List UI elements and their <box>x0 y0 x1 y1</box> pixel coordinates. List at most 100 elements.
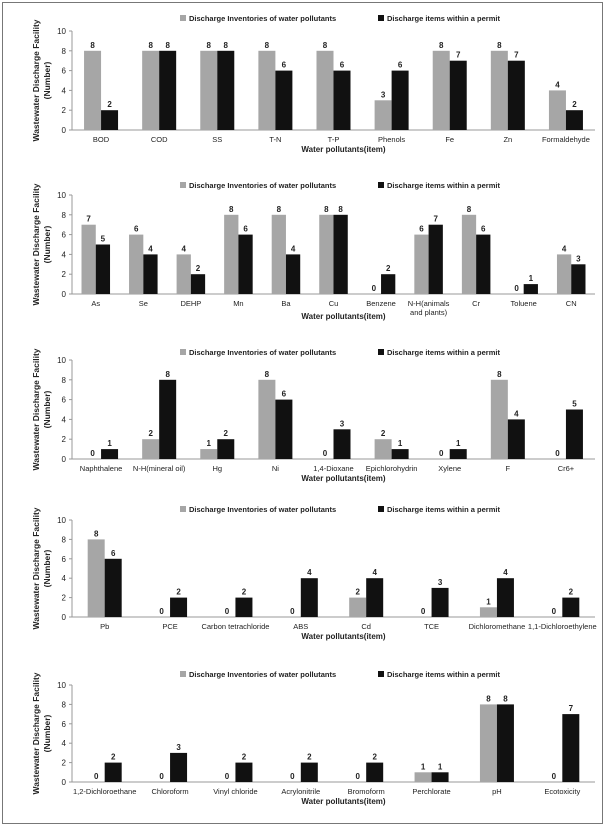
data-label-gray: 2 <box>381 429 386 438</box>
x-axis-title: Water pollutants(item) <box>301 797 385 806</box>
legend-swatch-gray <box>180 506 186 512</box>
bar-black <box>159 50 177 130</box>
chart-panel-1: 0 2 4 6 8 10 Wastewater Discharge Facility (Num… <box>31 14 595 154</box>
bar-gray <box>271 214 286 294</box>
bar-black <box>449 60 467 131</box>
x-tick-label: Ba <box>281 299 291 308</box>
bar-black <box>565 409 583 459</box>
x-tick-label: 1,4-Dioxane <box>313 464 353 473</box>
x-tick-label: Phenols <box>378 135 405 144</box>
bar-black <box>143 254 158 294</box>
y-tick-label: 8 <box>62 47 67 56</box>
data-label-gray: 0 <box>355 772 360 781</box>
data-label-black: 7 <box>433 215 438 224</box>
bar-gray <box>490 50 508 130</box>
y-tick-label: 4 <box>62 574 67 583</box>
legend-label-black: Discharge items within a permit <box>387 348 500 357</box>
data-label-black: 3 <box>340 419 345 428</box>
data-label-black: 8 <box>165 370 170 379</box>
bar-black <box>104 762 122 782</box>
x-axis-title: Water pollutants(item) <box>301 474 385 483</box>
y-tick-label: 2 <box>62 270 67 279</box>
legend: Discharge Inventories of water pollutant… <box>180 14 500 23</box>
data-label-black: 2 <box>242 753 247 762</box>
y-tick-label: 4 <box>62 250 67 259</box>
bar-gray <box>258 379 276 459</box>
x-tick-label: Mn <box>233 299 243 308</box>
bar-gray <box>81 224 96 294</box>
legend-swatch-gray <box>180 349 186 355</box>
bar-gray <box>129 234 144 294</box>
x-tick-label: Naphthalene <box>80 464 123 473</box>
data-label-black: 1 <box>456 439 461 448</box>
bar-black <box>381 274 396 294</box>
x-tick-label: Se <box>139 299 148 308</box>
bar-black <box>285 254 301 294</box>
bar-black <box>391 70 409 130</box>
data-label-gray: 8 <box>265 41 270 50</box>
data-label-gray: 8 <box>207 41 212 50</box>
y-tick-label: 2 <box>62 759 67 768</box>
x-tick-label: As <box>91 299 100 308</box>
x-tick-label: CN <box>566 299 577 308</box>
y-axis-title: Wastewater Discharge Facility <box>31 183 41 305</box>
bar-gray <box>548 90 566 130</box>
bar-black <box>275 399 293 459</box>
bar-gray <box>349 597 367 617</box>
bar-black <box>104 558 122 617</box>
data-label-black: 6 <box>481 225 486 234</box>
bar-black <box>170 752 188 782</box>
y-tick-label: 0 <box>62 126 67 135</box>
y-tick-label: 8 <box>62 211 67 220</box>
chart-panel-2: 0 2 4 6 8 10 Wastewater Discharge Facility (Num… <box>31 181 595 321</box>
y-tick-label: 6 <box>62 555 67 564</box>
legend: Discharge Inventories of water pollutant… <box>180 670 500 679</box>
x-tick-label: Ni <box>272 464 279 473</box>
y-tick-label: 6 <box>62 720 67 729</box>
data-label-black: 4 <box>514 409 519 418</box>
data-label-black: 3 <box>438 578 443 587</box>
y-tick-label: 2 <box>62 106 67 115</box>
x-tick-label: F <box>506 464 511 473</box>
legend-swatch-black <box>378 15 384 21</box>
legend-label-black: Discharge items within a permit <box>387 505 500 514</box>
x-tick-label: DEHP <box>180 299 201 308</box>
bar-gray <box>176 254 191 294</box>
bar-gray <box>258 50 276 130</box>
bar-black <box>571 264 586 294</box>
x-tick-label: Bromoform <box>348 787 385 796</box>
data-label-gray: 6 <box>134 225 139 234</box>
bar-black <box>565 110 583 130</box>
data-label-black: 6 <box>282 390 287 399</box>
legend-swatch-gray <box>180 182 186 188</box>
y-axis-title: Wastewater Discharge Facility <box>31 507 41 629</box>
x-tick-label: Cr6+ <box>558 464 575 473</box>
x-tick-label: TCE <box>424 622 439 631</box>
bar-gray <box>200 449 218 459</box>
bar-black <box>366 578 384 617</box>
y-tick-label: 10 <box>57 191 66 200</box>
data-label-gray: 8 <box>323 41 328 50</box>
x-tick-label: Cd <box>361 622 371 631</box>
data-label-gray: 0 <box>159 607 164 616</box>
legend-label-gray: Discharge Inventories of water pollutant… <box>189 505 336 514</box>
data-label-gray: 6 <box>419 225 424 234</box>
y-tick-label: 10 <box>57 516 66 525</box>
bar-gray <box>479 607 497 617</box>
legend-label-gray: Discharge Inventories of water pollutant… <box>189 14 336 23</box>
y-tick-label: 6 <box>62 231 67 240</box>
data-label-gray: 0 <box>552 772 557 781</box>
bar-black <box>507 419 525 459</box>
data-label-gray: 1 <box>207 439 212 448</box>
x-tick-label: T-N <box>269 135 281 144</box>
y-axis-title: Wastewater Discharge Facility <box>31 348 41 470</box>
bar-black <box>300 762 318 782</box>
bar-black <box>366 762 384 782</box>
bar-black <box>159 379 177 459</box>
data-label-gray: 8 <box>277 205 282 214</box>
y-axis-title-unit: (Number) <box>42 225 52 263</box>
data-label-gray: 0 <box>514 284 519 293</box>
legend-label-gray: Discharge Inventories of water pollutant… <box>189 348 336 357</box>
y-tick-label: 4 <box>62 739 67 748</box>
